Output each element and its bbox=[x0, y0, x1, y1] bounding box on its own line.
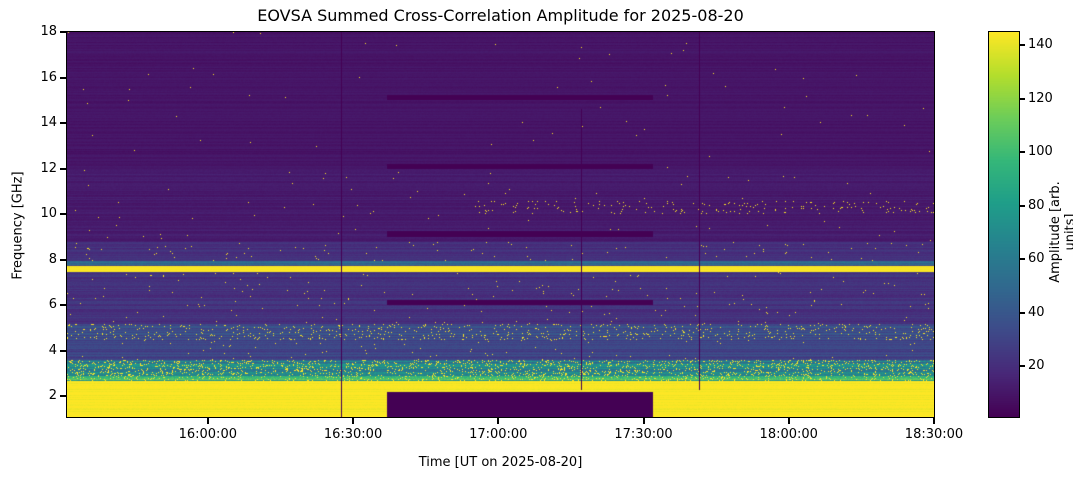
colorbar-tick-label: 120 bbox=[1028, 90, 1053, 106]
colorbar-label: Amplitude [arb. units] bbox=[1048, 181, 1073, 283]
x-tick-label: 18:00:00 bbox=[759, 427, 818, 442]
colorbar-tick-mark bbox=[1019, 365, 1025, 368]
y-tick-label: 18 bbox=[40, 24, 57, 39]
y-tick-mark bbox=[60, 213, 67, 216]
x-tick-mark bbox=[352, 417, 355, 424]
y-tick-mark bbox=[60, 349, 67, 352]
colorbar-tick-mark bbox=[1019, 44, 1025, 47]
y-tick-mark bbox=[60, 31, 67, 33]
colorbar-tick-label: 40 bbox=[1028, 304, 1045, 320]
y-tick-label: 4 bbox=[48, 342, 57, 358]
colorbar-tick-mark bbox=[1019, 311, 1025, 314]
colorbar-tick-mark bbox=[1019, 97, 1025, 100]
spectrogram-heatmap bbox=[67, 32, 934, 417]
y-tick-label: 8 bbox=[48, 251, 57, 267]
y-tick-mark bbox=[60, 395, 67, 398]
colorbar-tick-mark bbox=[1019, 204, 1025, 207]
y-tick-mark bbox=[60, 76, 67, 79]
y-tick-label: 14 bbox=[40, 115, 57, 131]
x-tick-mark bbox=[497, 417, 500, 424]
y-tick-label: 2 bbox=[48, 388, 57, 404]
y-tick-mark bbox=[60, 258, 67, 261]
colorbar-tick-label: 80 bbox=[1028, 197, 1045, 213]
x-tick-label: 18:30:00 bbox=[904, 427, 964, 442]
x-tick-label: 16:30:00 bbox=[323, 427, 383, 442]
x-tick-mark bbox=[642, 417, 645, 424]
x-tick-mark bbox=[206, 417, 209, 424]
colorbar-tick-mark bbox=[1019, 151, 1025, 154]
colorbar-tick-mark bbox=[1019, 258, 1025, 261]
chart-title: EOVSA Summed Cross-Correlation Amplitude… bbox=[257, 6, 744, 25]
y-tick-mark bbox=[60, 304, 67, 307]
x-tick-label: 17:30:00 bbox=[614, 427, 673, 442]
y-tick-mark bbox=[60, 122, 67, 125]
x-tick-mark bbox=[787, 417, 790, 424]
y-tick-label: 12 bbox=[40, 160, 57, 176]
colorbar-tick-label: 140 bbox=[1028, 37, 1053, 53]
colorbar-tick-label: 100 bbox=[1028, 144, 1053, 160]
x-tick-label: 16:00:00 bbox=[178, 427, 237, 442]
y-tick-label: 6 bbox=[48, 297, 57, 313]
colorbar-frame bbox=[988, 31, 1020, 418]
y-axis-label: Frequency [GHz] bbox=[10, 171, 26, 280]
colorbar-tick-label: 20 bbox=[1028, 358, 1045, 374]
colorbar bbox=[989, 32, 1019, 417]
x-tick-mark bbox=[933, 417, 935, 424]
y-tick-mark bbox=[60, 167, 67, 170]
y-tick-label: 16 bbox=[40, 69, 57, 85]
x-axis-label: Time [UT on 2025-08-20] bbox=[418, 455, 583, 470]
x-tick-label: 17:00:00 bbox=[469, 427, 528, 442]
colorbar-tick-label: 60 bbox=[1028, 251, 1045, 267]
y-tick-label: 10 bbox=[40, 206, 57, 222]
